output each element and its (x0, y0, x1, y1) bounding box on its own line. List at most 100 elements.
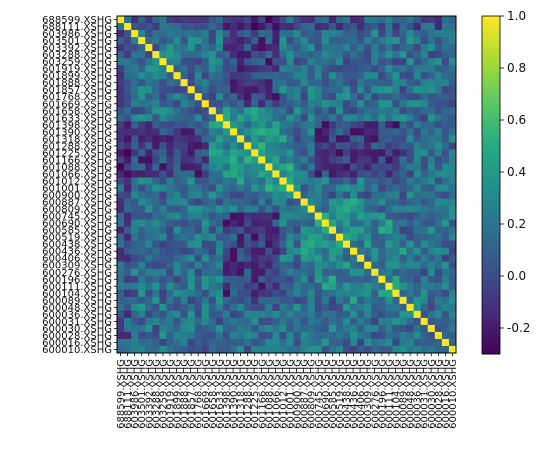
heatmap-cell (434, 317, 443, 326)
heatmap-cell (145, 247, 153, 256)
heatmap-cell (378, 72, 386, 80)
colorbar-segment (482, 171, 500, 176)
heatmap-cell (117, 51, 125, 59)
colorbar-segment (482, 168, 500, 172)
heatmap-cell (166, 114, 174, 122)
heatmap-cell (434, 135, 443, 143)
heatmap-cell (321, 219, 330, 228)
heatmap-cell (364, 65, 372, 73)
heatmap-cell (300, 198, 309, 206)
heatmap-cell (448, 324, 457, 333)
heatmap-cell (166, 282, 174, 291)
heatmap-cell (321, 72, 330, 80)
heatmap-cell (420, 317, 429, 326)
heatmap-cell (378, 65, 386, 73)
colorbar: -0.20.00.20.40.60.81.0 (481, 9, 530, 355)
heatmap-cell (434, 247, 443, 256)
heatmap-cell (222, 93, 231, 101)
heatmap-cell (343, 23, 351, 31)
heatmap-cell (434, 282, 443, 291)
heatmap-cell (328, 219, 337, 228)
heatmap-cell (187, 268, 196, 277)
heatmap-cell (357, 114, 365, 122)
heatmap-cell (314, 142, 323, 150)
heatmap-cell (335, 184, 344, 192)
heatmap-cell (180, 51, 189, 59)
heatmap-cell (286, 310, 294, 319)
heatmap-cell (237, 191, 245, 199)
heatmap-cell (244, 16, 252, 24)
heatmap-cell (159, 310, 167, 319)
heatmap-cell (187, 331, 196, 340)
heatmap-cell (194, 107, 203, 115)
heatmap-cell (378, 261, 386, 270)
heatmap-cell (441, 58, 450, 66)
colorbar-segment (482, 215, 500, 220)
heatmap-cell (293, 72, 302, 80)
heatmap-cell (145, 191, 153, 199)
heatmap-cell (180, 100, 189, 108)
heatmap-cell (286, 37, 294, 45)
heatmap-cell (300, 184, 309, 192)
heatmap-cell (187, 163, 196, 171)
heatmap-cell (364, 23, 372, 31)
heatmap-cell (286, 198, 294, 206)
heatmap-cell (279, 44, 287, 52)
heatmap-cell (385, 177, 393, 185)
heatmap-cell (413, 317, 422, 326)
heatmap-cell (427, 191, 436, 199)
heatmap-cell (237, 296, 245, 305)
colorbar-segment (482, 103, 500, 108)
heatmap-cell (314, 303, 323, 312)
colorbar-segment (482, 279, 500, 284)
heatmap-cell (124, 233, 132, 242)
heatmap-cell (420, 163, 429, 171)
heatmap-cell (201, 212, 210, 220)
heatmap-cell (300, 44, 309, 52)
heatmap-cell (441, 331, 450, 340)
heatmap-cell (201, 226, 210, 235)
heatmap-cell (124, 226, 132, 235)
heatmap-cell (138, 100, 146, 108)
heatmap-cell (279, 163, 287, 171)
heatmap-cell (159, 303, 167, 312)
colorbar-segment (482, 191, 500, 196)
heatmap-cell (420, 275, 429, 284)
heatmap-cell (166, 240, 174, 249)
heatmap-cell (117, 226, 125, 235)
heatmap-cell (434, 296, 443, 305)
heatmap-cell (427, 79, 436, 87)
heatmap-cell (258, 303, 266, 312)
colorbar-segment (482, 144, 500, 149)
heatmap-cell (166, 51, 174, 59)
heatmap-cell (265, 303, 273, 312)
heatmap-cell (272, 37, 280, 45)
heatmap-cell (300, 135, 309, 143)
heatmap-cell (138, 212, 146, 220)
heatmap-cell (279, 23, 287, 31)
heatmap-cell (448, 156, 457, 164)
colorbar-segment (482, 178, 500, 183)
heatmap-cell (222, 100, 231, 108)
heatmap-cell (265, 226, 273, 235)
colorbar-segment (482, 320, 500, 325)
heatmap-cell (272, 114, 280, 122)
heatmap-cell (434, 338, 443, 347)
heatmap-cell (124, 240, 132, 249)
heatmap-cell (335, 275, 344, 284)
heatmap-cell (406, 254, 415, 263)
heatmap-cell (441, 310, 450, 319)
heatmap-cell (286, 114, 294, 122)
heatmap-cell (399, 233, 407, 242)
heatmap-cell (279, 100, 287, 108)
x-tick-label: 601012.XSHG (278, 359, 289, 429)
heatmap-cell (215, 338, 224, 347)
heatmap-cell (258, 163, 266, 171)
heatmap-cell (420, 16, 429, 24)
heatmap-cell (406, 226, 415, 235)
heatmap-cell (215, 93, 224, 101)
heatmap-cell (187, 191, 196, 199)
heatmap-cell (265, 310, 273, 319)
heatmap-cell (371, 289, 379, 298)
heatmap-cell (300, 23, 309, 31)
